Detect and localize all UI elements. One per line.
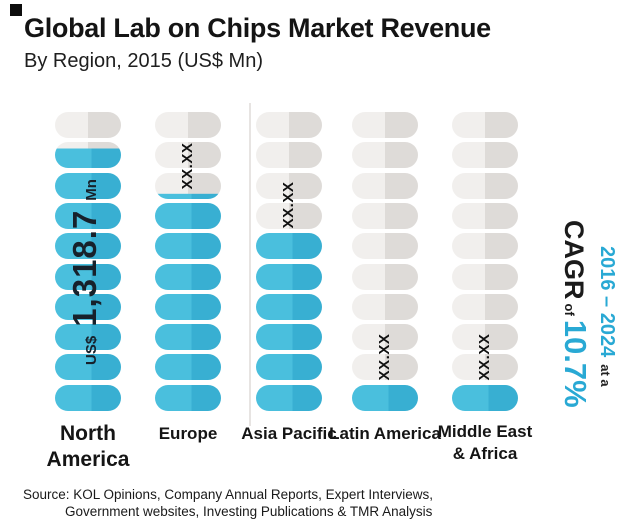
capsule-pill-asia-pacific (256, 385, 322, 411)
cagr-period: 2016 – 2024 (596, 246, 618, 358)
capsule-pill-asia-pacific (256, 294, 322, 320)
capsule-pill-latin-america (352, 354, 418, 380)
axis-label-line: Middle East (437, 422, 533, 441)
capsule-pill-latin-america (352, 264, 418, 290)
page-subtitle: By Region, 2015 (US$ Mn) (24, 50, 264, 72)
capsule-pill-asia-pacific (256, 324, 322, 350)
cagr-value-line: CAGR of 10.7% (551, 220, 594, 416)
capsule-pill-north-america (55, 385, 121, 411)
capsule-pill-middle-east-africa (452, 264, 518, 290)
axis-label-latin-america: Latin America (329, 423, 441, 445)
masked-value-asia-pacific: XX.XX (280, 181, 297, 229)
cagr-of: of (562, 303, 577, 316)
capsule-pill-asia-pacific (256, 203, 322, 229)
capsule-pill-europe (155, 354, 221, 380)
capsule-pill-latin-america (352, 112, 418, 138)
capsule-pill-middle-east-africa (452, 203, 518, 229)
cagr-percentage: 10.7% (558, 319, 593, 408)
axis-label-line: America (46, 448, 130, 471)
cagr-word: CAGR (559, 220, 589, 300)
capsule-pill-latin-america (352, 294, 418, 320)
masked-value-europe: XX.XX (179, 142, 196, 190)
capsule-pill-middle-east-africa (452, 294, 518, 320)
cagr-annotation: 2016 – 2024 at a CAGR of 10.7% (546, 220, 618, 416)
value-label-north-america: US$ 1,318.7 Mn (66, 147, 108, 397)
source-line-2: Government websites, Investing Publicati… (65, 504, 433, 519)
capsule-pill-middle-east-africa (452, 324, 518, 350)
capsule-pill-north-america (55, 324, 121, 350)
capsule-pill-north-america (55, 294, 121, 320)
page-title: Global Lab on Chips Market Revenue (24, 13, 491, 43)
masked-value-middle-east-africa: XX.XX (476, 333, 493, 381)
capsule-pill-middle-east-africa (452, 173, 518, 199)
capsule-pill-north-america (55, 173, 121, 199)
capsule-pill-latin-america (352, 173, 418, 199)
capsule-pill-europe (155, 233, 221, 259)
capsule-pill-europe (155, 142, 221, 168)
axis-label-europe: Europe (159, 423, 218, 445)
capsule-pill-middle-east-africa (452, 354, 518, 380)
capsule-pill-asia-pacific (256, 142, 322, 168)
capsule-pill-asia-pacific (256, 354, 322, 380)
capsule-pill-middle-east-africa (452, 142, 518, 168)
capsule-pill-latin-america (352, 233, 418, 259)
axis-label-line: & Africa (452, 444, 518, 463)
capsule-pill-north-america (55, 233, 121, 259)
capsule-pill-middle-east-africa (452, 112, 518, 138)
value-number: 1,318.7 (66, 209, 103, 327)
source-line-1: Source: KOL Opinions, Company Annual Rep… (23, 487, 433, 502)
capsule-pill-latin-america (352, 203, 418, 229)
capsule-pill-latin-america (352, 385, 418, 411)
cagr-period-line: 2016 – 2024 at a (594, 220, 618, 416)
axis-label-middle-east-africa: Middle East & Africa (438, 421, 532, 465)
capsule-pill-north-america (55, 203, 121, 229)
capsule-pill-europe (155, 203, 221, 229)
axis-label-line: Latin America (329, 424, 441, 443)
capsule-pill-north-america (55, 354, 121, 380)
value-unit-suffix: Mn (83, 179, 100, 201)
axis-label-north-america: North America (47, 421, 130, 473)
capsule-pill-north-america (55, 142, 121, 168)
cagr-at-a: at a (598, 364, 613, 387)
capsule-pill-latin-america (352, 142, 418, 168)
capsule-pill-europe (155, 112, 221, 138)
axis-label-asia-pacific: Asia Pacific (241, 423, 336, 445)
capsule-pill-europe (155, 173, 221, 199)
capsule-pill-north-america (55, 264, 121, 290)
capsule-pill-europe (155, 264, 221, 290)
capsule-pill-north-america (55, 112, 121, 138)
capsule-pill-asia-pacific (256, 264, 322, 290)
capsule-pill-europe (155, 294, 221, 320)
capsule-pill-middle-east-africa (452, 385, 518, 411)
capsule-pill-middle-east-africa (452, 233, 518, 259)
value-currency-prefix: US$ (83, 335, 100, 365)
capsule-pill-europe (155, 385, 221, 411)
capsule-pill-asia-pacific (256, 173, 322, 199)
capsule-pill-latin-america (352, 324, 418, 350)
masked-value-latin-america: XX.XX (376, 333, 393, 381)
logo-square-mark (10, 4, 22, 16)
capsule-pill-europe (155, 324, 221, 350)
column-divider-line (249, 103, 251, 426)
axis-label-line: Asia Pacific (241, 424, 337, 443)
capsule-pill-asia-pacific (256, 233, 322, 259)
axis-label-line: North (59, 422, 116, 445)
capsule-pill-asia-pacific (256, 112, 322, 138)
axis-label-line: Europe (158, 424, 218, 443)
